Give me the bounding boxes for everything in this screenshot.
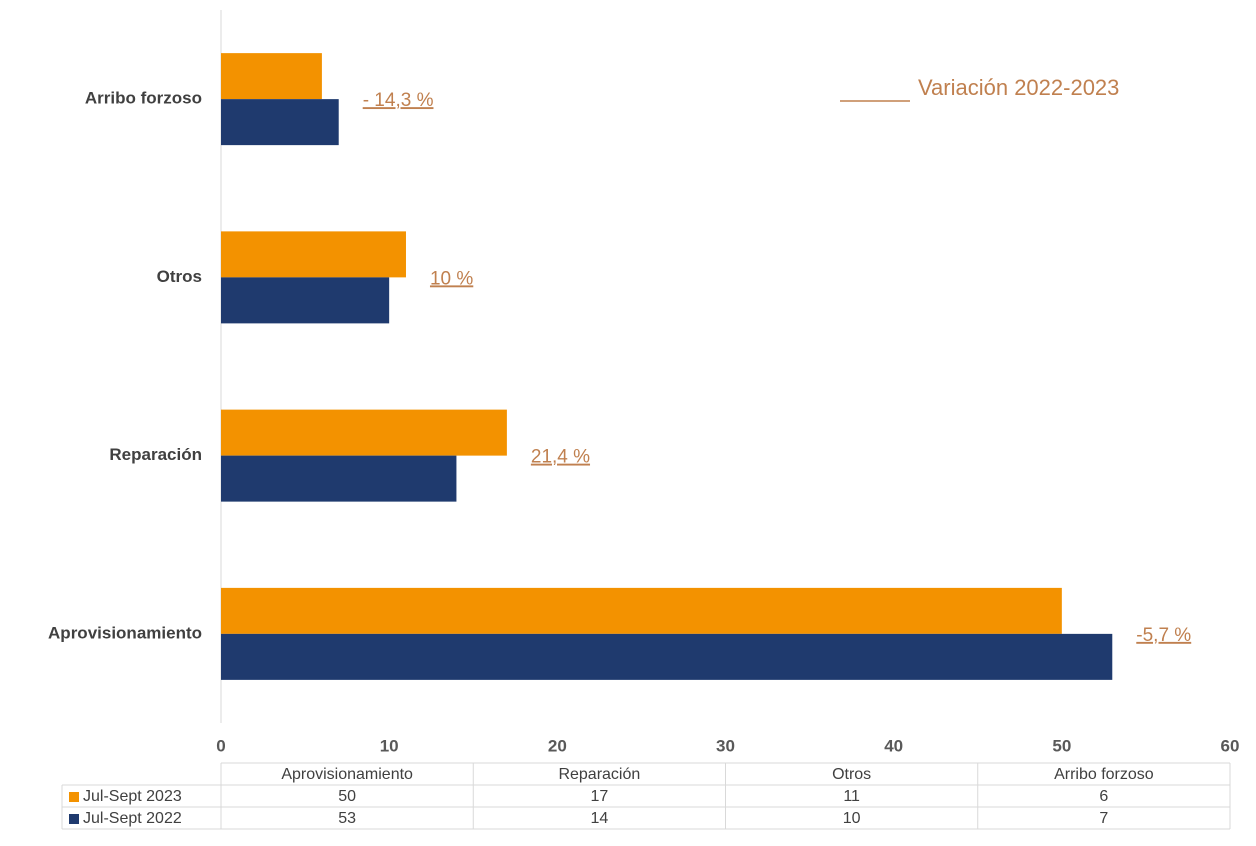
x-tick-label: 20	[548, 736, 567, 755]
table-header: Arribo forzoso	[1054, 766, 1154, 783]
table-value: 14	[590, 810, 608, 827]
bar	[221, 455, 457, 502]
annotation-title: Variación 2022-2023	[918, 75, 1119, 100]
variation-label: -5,7 %	[1136, 625, 1191, 646]
x-tick-label: 60	[1221, 736, 1240, 755]
table-header: Aprovisionamiento	[281, 766, 413, 783]
bar	[221, 633, 1113, 680]
bar	[221, 277, 390, 324]
table-header: Reparación	[558, 766, 640, 783]
x-tick-label: 0	[216, 736, 225, 755]
bar	[221, 231, 406, 278]
bar	[221, 409, 507, 456]
variation-label: 21,4 %	[531, 447, 590, 468]
variation-label: 10 %	[430, 268, 473, 289]
legend-swatch	[69, 814, 79, 824]
x-tick-label: 50	[1052, 736, 1071, 755]
legend-swatch	[69, 792, 79, 802]
legend-label: Jul-Sept 2022	[83, 810, 182, 827]
table-value: 17	[590, 788, 608, 805]
table-value: 7	[1099, 810, 1108, 827]
table-value: 53	[338, 810, 356, 827]
table-value: 6	[1099, 788, 1108, 805]
bar	[221, 53, 322, 100]
table-value: 10	[843, 810, 861, 827]
variation-label: - 14,3 %	[363, 90, 434, 111]
category-label: Otros	[157, 267, 202, 286]
category-label: Aprovisionamiento	[48, 623, 202, 642]
bar	[221, 587, 1062, 634]
table-header: Otros	[832, 766, 871, 783]
x-tick-label: 30	[716, 736, 735, 755]
x-tick-label: 10	[380, 736, 399, 755]
table-value: 50	[338, 788, 356, 805]
bar	[221, 99, 339, 146]
x-tick-label: 40	[884, 736, 903, 755]
category-label: Reparación	[109, 445, 202, 464]
legend-label: Jul-Sept 2023	[83, 788, 182, 805]
table-value: 11	[843, 788, 860, 805]
category-label: Arribo forzoso	[85, 89, 202, 108]
